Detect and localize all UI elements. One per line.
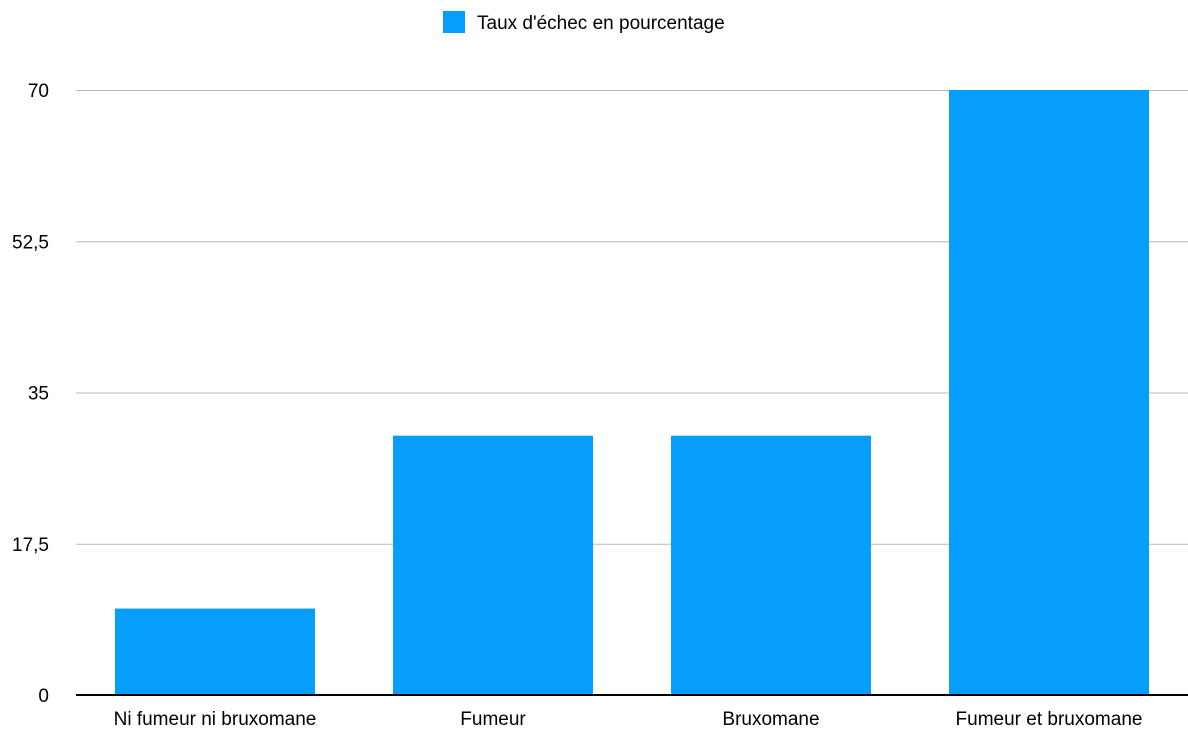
y-tick-label: 35 [28, 384, 49, 405]
bar [949, 90, 1149, 695]
bar [393, 435, 593, 695]
y-tick-label: 70 [28, 81, 49, 102]
bar [115, 608, 315, 695]
x-tick-label: Ni fumeur ni bruxomane [114, 709, 317, 730]
y-tick-label: 52,5 [12, 232, 49, 253]
x-tick-label: Fumeur et bruxomane [956, 709, 1143, 730]
y-tick-label: 17,5 [12, 535, 49, 556]
legend-swatch [443, 11, 465, 33]
y-axis-ticks: 0 17,5 35 52,5 70 [12, 81, 49, 707]
bars [115, 90, 1149, 695]
y-tick-label: 0 [38, 686, 49, 707]
bar [671, 435, 871, 695]
legend: Taux d'échec en pourcentage [443, 11, 725, 34]
legend-label: Taux d'échec en pourcentage [477, 13, 725, 34]
x-axis-ticks: Ni fumeur ni bruxomane Fumeur Bruxomane Fum… [114, 709, 1143, 730]
x-tick-label: Bruxomane [722, 709, 819, 730]
x-tick-label: Fumeur [460, 709, 526, 730]
